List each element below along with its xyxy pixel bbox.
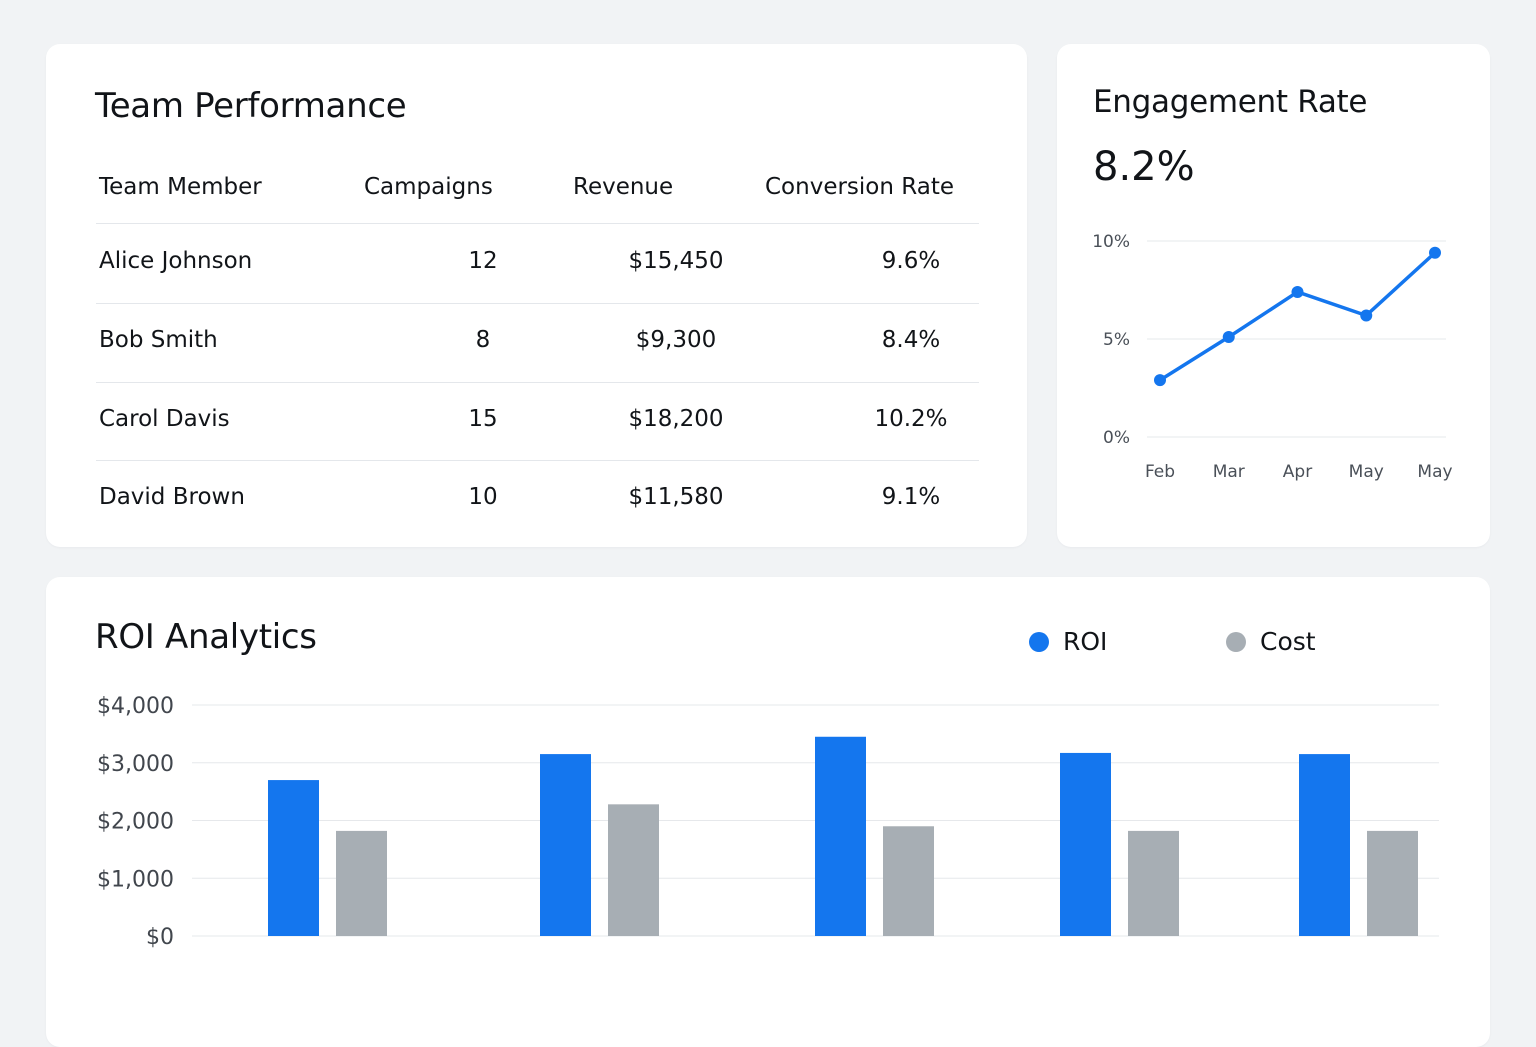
x-tick-label: Feb <box>1145 462 1175 482</box>
header-campaigns[interactable]: Campaigns <box>364 174 493 200</box>
engagement-line-chart: 0% 5% 10% Feb Mar Apr May May <box>1092 232 1452 482</box>
cell-campaigns: 12 <box>468 248 498 274</box>
table-row[interactable]: Alice Johnson 12 $15,450 9.6% <box>96 224 979 302</box>
cell-revenue: $15,450 <box>628 248 724 274</box>
cell-conversion: 10.2% <box>874 406 948 432</box>
cost-bar <box>1128 830 1179 936</box>
cell-revenue: $11,580 <box>628 484 724 510</box>
cell-member: Alice Johnson <box>99 248 253 274</box>
cell-revenue: $18,200 <box>628 406 724 432</box>
cell-campaigns: 10 <box>468 484 498 510</box>
x-tick-label: Mar <box>1213 462 1245 482</box>
roi-bar <box>815 736 866 936</box>
table-divider <box>96 382 979 383</box>
cost-bar <box>1367 830 1418 936</box>
cell-campaigns: 15 <box>468 406 498 432</box>
legend-cost-label: Cost <box>1260 627 1316 656</box>
data-point <box>1154 374 1166 387</box>
roi-bar <box>540 754 591 936</box>
table-row[interactable]: David Brown 10 $11,580 9.1% <box>96 460 979 538</box>
table-divider <box>96 223 979 224</box>
legend-roi-label: ROI <box>1063 627 1108 656</box>
roi-bar <box>1060 752 1111 936</box>
roi-bar-chart: $0 $1,000 $2,000 $3,000 $4,000 <box>97 694 1439 950</box>
data-point <box>1360 309 1373 322</box>
y-tick-label: $0 <box>146 925 174 950</box>
y-tick-label: $1,000 <box>97 867 174 892</box>
cost-legend-dot-icon <box>1226 631 1246 652</box>
header-revenue[interactable]: Revenue <box>573 174 674 200</box>
roi-analytics-card: ROI Analytics ROI Cost $0 $1,000 $2,000 $3,… <box>46 577 1490 1047</box>
cell-conversion: 8.4% <box>881 327 941 353</box>
team-performance-card: Team Performance Team Member Campaigns R… <box>46 44 1027 547</box>
table-row[interactable]: Carol Davis 15 $18,200 10.2% <box>96 382 979 460</box>
data-point <box>1222 331 1235 344</box>
cost-bar <box>608 804 659 936</box>
header-conversion-rate[interactable]: Conversion Rate <box>765 174 954 200</box>
legend-roi[interactable]: ROI <box>1029 627 1107 656</box>
roi-bar <box>1299 754 1350 936</box>
legend-cost[interactable]: Cost <box>1226 627 1316 656</box>
cell-member: Carol Davis <box>99 406 230 432</box>
cell-member: Bob Smith <box>99 327 218 353</box>
table-divider <box>96 303 979 304</box>
cell-conversion: 9.1% <box>881 484 941 510</box>
cell-member: David Brown <box>99 484 245 510</box>
engagement-rate-value: 8.2% <box>1093 144 1195 190</box>
roi-bar <box>268 780 319 936</box>
table-row[interactable]: Bob Smith 8 $9,300 8.4% <box>96 303 979 381</box>
y-tick-label: $3,000 <box>97 752 174 777</box>
y-tick-label: $2,000 <box>97 810 174 835</box>
header-team-member[interactable]: Team Member <box>99 174 262 200</box>
roi-analytics-title: ROI Analytics <box>95 617 317 657</box>
y-tick-label: 5% <box>1103 330 1130 350</box>
team-performance-title: Team Performance <box>95 86 407 126</box>
cost-bar <box>336 830 387 936</box>
x-tick-label: May <box>1417 462 1452 482</box>
data-point <box>1429 246 1441 259</box>
data-point <box>1291 285 1304 298</box>
y-tick-label: 0% <box>1103 428 1130 448</box>
table-divider <box>96 460 979 461</box>
engagement-rate-title: Engagement Rate <box>1093 84 1368 120</box>
engagement-rate-card: Engagement Rate 8.2% 0% 5% 10% Feb Mar Apr May… <box>1057 44 1490 547</box>
engagement-series-line <box>1158 251 1437 382</box>
roi-legend-dot-icon <box>1029 631 1049 652</box>
y-tick-label: 10% <box>1092 232 1130 252</box>
x-tick-label: Apr <box>1283 462 1312 482</box>
x-tick-label: May <box>1349 462 1384 482</box>
cell-revenue: $9,300 <box>635 327 717 353</box>
cell-conversion: 9.6% <box>881 248 941 274</box>
cost-bar <box>883 826 934 936</box>
cell-campaigns: 8 <box>475 327 491 353</box>
y-tick-label: $4,000 <box>97 694 174 719</box>
